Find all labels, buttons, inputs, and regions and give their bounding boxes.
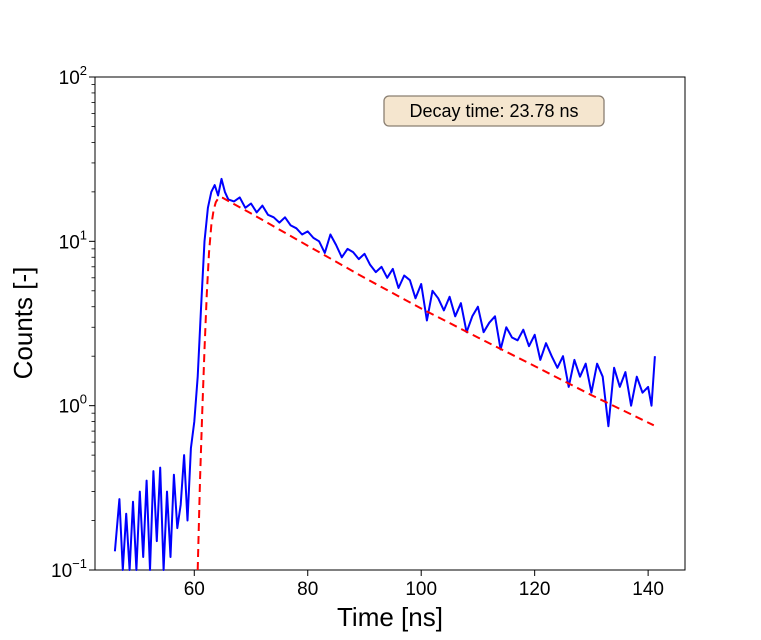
annotation-text: Decay time: 23.78 ns	[409, 101, 578, 121]
x-tick-label: 80	[297, 579, 318, 600]
x-tick-label: 100	[405, 579, 437, 600]
y-tick-label: 10−1	[51, 556, 87, 582]
x-axis-label: Time [ns]	[337, 602, 443, 632]
x-tick-label: 140	[632, 579, 664, 600]
x-tick-label: 60	[184, 579, 205, 600]
x-axis-ticks: 60 80 100 120 140	[184, 570, 664, 600]
plot-frame	[94, 76, 686, 571]
series-measured-line	[113, 177, 656, 571]
x-tick-label: 120	[519, 579, 551, 600]
series-layer	[113, 177, 656, 571]
y-tick-label: 100	[59, 392, 87, 418]
plot-area: 60 80 100 120 140 10−1 100 101 102	[51, 63, 686, 600]
annotation-background	[383, 95, 605, 127]
y-tick-label: 101	[59, 227, 87, 253]
y-axis-ticks: 10−1 100 101 102	[51, 63, 95, 582]
series-fit-line	[196, 196, 655, 571]
y-axis-label: Counts [-]	[8, 267, 38, 380]
y-tick-label: 102	[59, 63, 87, 89]
annotation-box: Decay time: 23.78 ns	[383, 95, 605, 127]
